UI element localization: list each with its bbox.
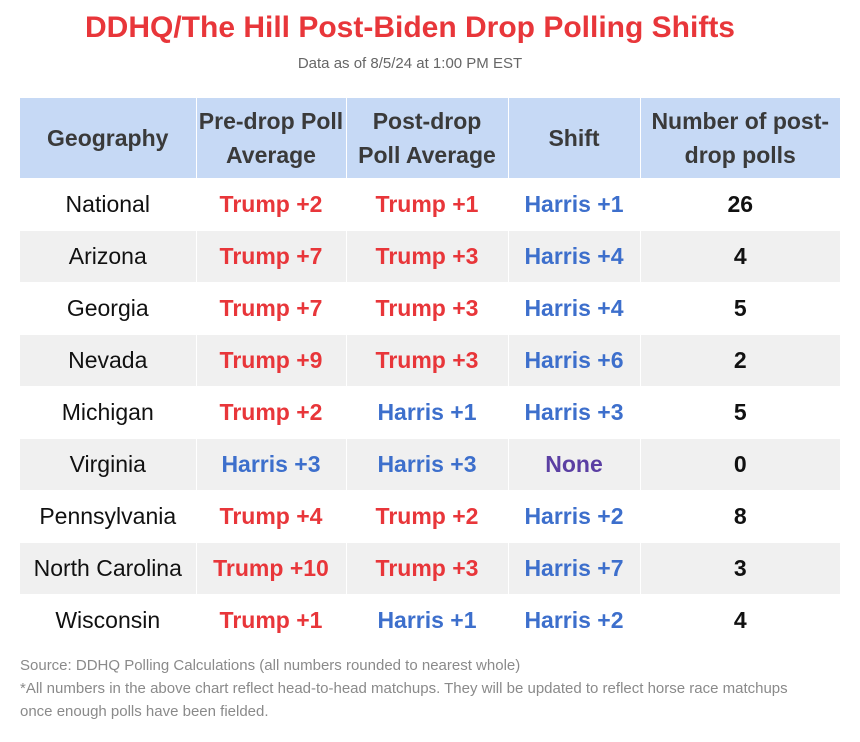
pre-drop-cell: Trump +7 xyxy=(196,230,347,283)
shift-cell: Harris +2 xyxy=(508,490,641,543)
pre-drop-cell: Harris +3 xyxy=(196,438,347,491)
header-row: Geography Pre-drop Poll Average Post-dro… xyxy=(20,98,840,179)
geography-cell: Pennsylvania xyxy=(20,490,197,543)
post-drop-cell: Trump +3 xyxy=(346,282,509,335)
geography-cell: Nevada xyxy=(20,334,197,387)
shift-cell: Harris +2 xyxy=(508,594,641,646)
pre-drop-cell: Trump +1 xyxy=(196,594,347,646)
pre-drop-cell: Trump +2 xyxy=(196,178,347,231)
geography-cell: North Carolina xyxy=(20,542,197,595)
table-row: Georgia Trump +7 Trump +3 Harris +4 5 xyxy=(20,282,840,335)
poll-count-cell: 5 xyxy=(640,386,840,439)
geography-cell: Arizona xyxy=(20,230,197,283)
table-row: Michigan Trump +2 Harris +1 Harris +3 5 xyxy=(20,386,840,439)
polling-table: Geography Pre-drop Poll Average Post-dro… xyxy=(20,98,840,646)
geography-cell: Michigan xyxy=(20,386,197,439)
header-geography: Geography xyxy=(20,98,197,179)
post-drop-cell: Trump +3 xyxy=(346,542,509,595)
shift-cell: Harris +3 xyxy=(508,386,641,439)
header-poll-count: Number of post-drop polls xyxy=(640,98,840,179)
shift-cell: Harris +1 xyxy=(508,178,641,231)
geography-cell: Virginia xyxy=(20,438,197,491)
chart-subtitle: Data as of 8/5/24 at 1:00 PM EST xyxy=(297,55,523,72)
footer-note: *All numbers in the above chart reflect … xyxy=(20,680,788,720)
post-drop-cell: Trump +1 xyxy=(346,178,509,231)
table-row: Arizona Trump +7 Trump +3 Harris +4 4 xyxy=(20,230,840,283)
pre-drop-cell: Trump +2 xyxy=(196,386,347,439)
header-shift: Shift xyxy=(508,98,641,179)
poll-count-cell: 26 xyxy=(640,178,840,231)
post-drop-cell: Trump +3 xyxy=(346,230,509,283)
header-pre-drop: Pre-drop Poll Average xyxy=(196,98,347,179)
geography-cell: Georgia xyxy=(20,282,197,335)
post-drop-cell: Harris +3 xyxy=(346,438,509,491)
post-drop-cell: Trump +2 xyxy=(346,490,509,543)
table-row: Virginia Harris +3 Harris +3 None 0 xyxy=(20,438,840,491)
shift-cell: Harris +7 xyxy=(508,542,641,595)
pre-drop-cell: Trump +9 xyxy=(196,334,347,387)
shift-cell: Harris +4 xyxy=(508,230,641,283)
table-header: Geography Pre-drop Poll Average Post-dro… xyxy=(20,98,840,179)
shift-cell: Harris +4 xyxy=(508,282,641,335)
shift-cell: None xyxy=(508,438,641,491)
post-drop-cell: Harris +1 xyxy=(346,386,509,439)
poll-count-cell: 3 xyxy=(640,542,840,595)
table-row: National Trump +2 Trump +1 Harris +1 26 xyxy=(20,178,840,231)
poll-count-cell: 5 xyxy=(640,282,840,335)
post-drop-cell: Trump +3 xyxy=(346,334,509,387)
table-row: North Carolina Trump +10 Trump +3 Harris +7… xyxy=(20,542,840,595)
poll-count-cell: 8 xyxy=(640,490,840,543)
geography-cell: Wisconsin xyxy=(20,594,197,646)
table-row: Pennsylvania Trump +4 Trump +2 Harris +2 8 xyxy=(20,490,840,543)
pre-drop-cell: Trump +7 xyxy=(196,282,347,335)
geography-cell: National xyxy=(20,178,197,231)
pre-drop-cell: Trump +4 xyxy=(196,490,347,543)
shift-cell: Harris +6 xyxy=(508,334,641,387)
footer-source: Source: DDHQ Polling Calculations (all n… xyxy=(20,657,521,674)
chart-title: DDHQ/The Hill Post-Biden Drop Polling Sh… xyxy=(85,11,735,44)
table-body: National Trump +2 Trump +1 Harris +1 26 Arizo… xyxy=(20,178,840,646)
table-row: Nevada Trump +9 Trump +3 Harris +6 2 xyxy=(20,334,840,387)
poll-count-cell: 4 xyxy=(640,230,840,283)
post-drop-cell: Harris +1 xyxy=(346,594,509,646)
poll-count-cell: 0 xyxy=(640,438,840,491)
footer: Source: DDHQ Polling Calculations (all n… xyxy=(20,654,820,723)
header-post-drop: Post-drop Poll Average xyxy=(346,98,509,179)
poll-count-cell: 2 xyxy=(640,334,840,387)
pre-drop-cell: Trump +10 xyxy=(196,542,347,595)
poll-count-cell: 4 xyxy=(640,594,840,646)
table-row: Wisconsin Trump +1 Harris +1 Harris +2 4 xyxy=(20,594,840,646)
